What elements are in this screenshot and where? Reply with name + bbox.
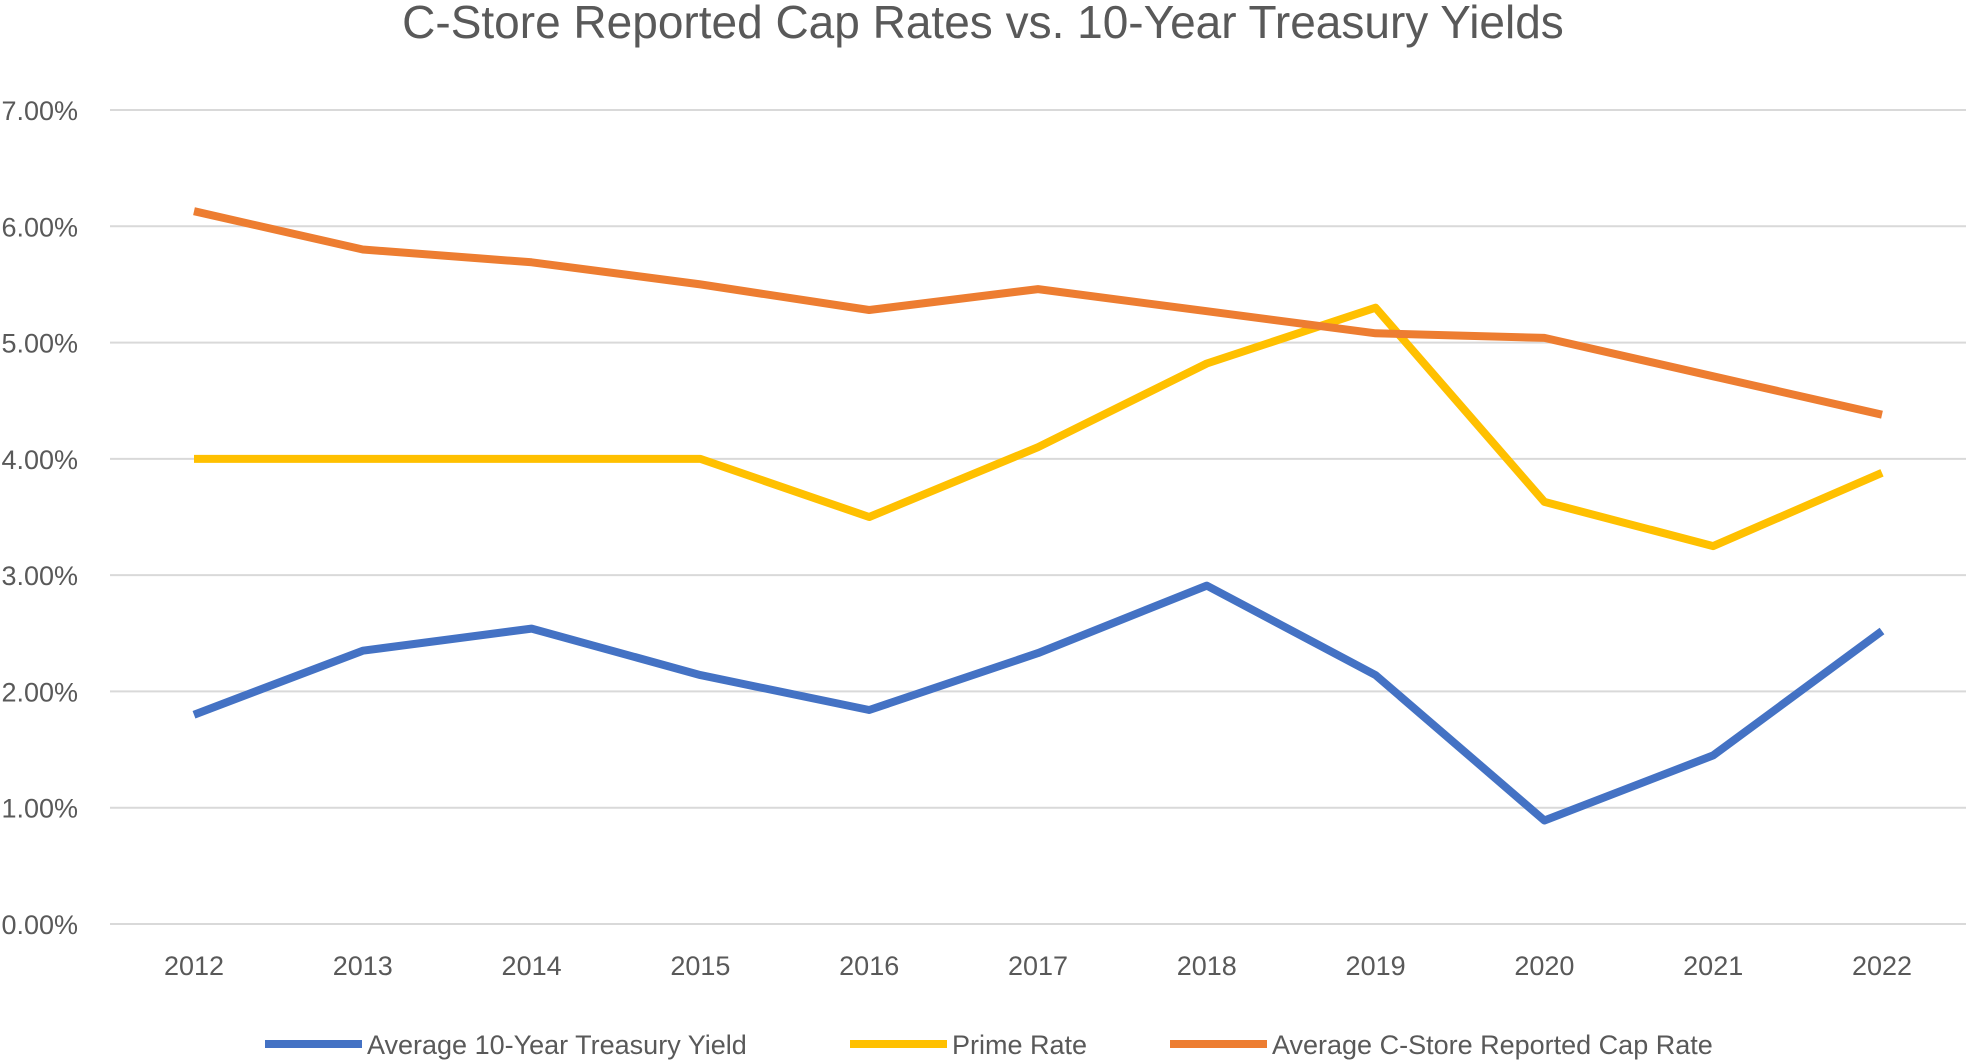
x-tick-label: 2022 [1852, 951, 1912, 981]
x-tick-label: 2015 [670, 951, 730, 981]
y-tick-label: 4.00% [1, 445, 78, 475]
x-tick-label: 2018 [1177, 951, 1237, 981]
y-tick-label: 3.00% [1, 561, 78, 591]
y-tick-label: 0.00% [1, 910, 78, 940]
legend-label: Average 10-Year Treasury Yield [367, 1030, 747, 1060]
series-line-1 [194, 303, 1884, 551]
y-tick-label: 1.00% [1, 794, 78, 824]
x-tick-label: 2021 [1683, 951, 1743, 981]
y-tick-label: 6.00% [1, 212, 78, 242]
series-line-2 [193, 207, 1883, 419]
series-line-0 [192, 581, 1885, 825]
x-tick-label: 2019 [1346, 951, 1406, 981]
legend-label: Prime Rate [952, 1030, 1087, 1060]
legend-label: Average C-Store Reported Cap Rate [1272, 1030, 1713, 1060]
chart-title: C-Store Reported Cap Rates vs. 10-Year T… [402, 0, 1564, 48]
x-tick-label: 2016 [839, 951, 899, 981]
x-tick-label: 2014 [502, 951, 562, 981]
x-axis-ticks: 2012 2013 2014 2015 2016 2017 2018 2019 2020 2021… [164, 951, 1912, 981]
y-tick-label: 5.00% [1, 329, 78, 359]
series-lines [192, 207, 1885, 825]
x-tick-label: 2013 [333, 951, 393, 981]
x-tick-label: 2017 [1008, 951, 1068, 981]
y-tick-label: 7.00% [1, 96, 78, 126]
y-tick-label: 2.00% [1, 677, 78, 707]
legend: Average 10-Year Treasury Yield Prime Rate… [265, 1030, 1713, 1060]
x-tick-label: 2012 [164, 951, 224, 981]
y-axis-ticks: 0.00% 1.00% 2.00% 3.00% 4.00% 5.00% 6.00% 7.00% [1, 96, 78, 940]
x-tick-label: 2020 [1514, 951, 1574, 981]
gridlines [110, 109, 1966, 925]
